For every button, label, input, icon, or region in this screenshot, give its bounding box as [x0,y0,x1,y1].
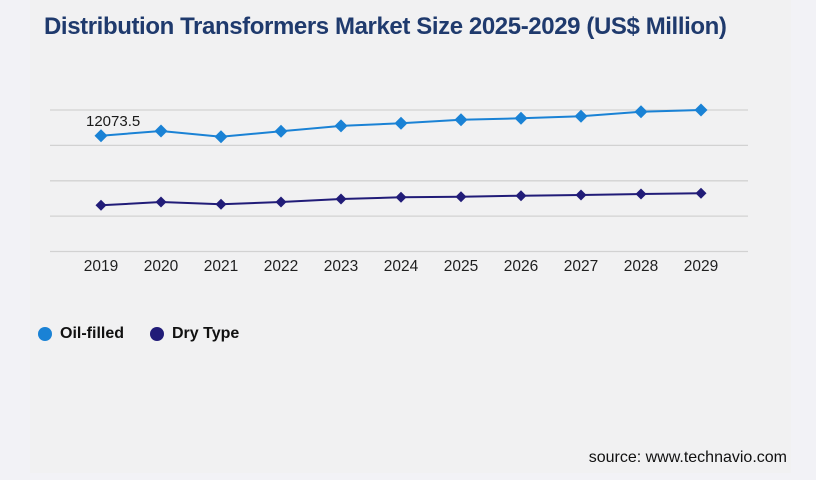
chart-legend: Oil-filled Dry Type [38,325,239,343]
data-point-dry-type-2027 [575,189,587,201]
legend-item-oil-filled: Oil-filled [38,325,124,343]
x-axis-label-2029: 2029 [684,258,718,275]
x-axis-label-2019: 2019 [84,258,118,275]
data-point-dry-type-2022 [275,196,287,208]
legend-label-oil-filled: Oil-filled [60,325,124,342]
data-point-dry-type-2029 [695,187,707,199]
x-axis-label-2022: 2022 [264,258,298,275]
data-point-oil-filled-2022 [274,124,288,138]
x-axis-label-2027: 2027 [564,258,598,275]
legend-marker-oil-filled-icon [38,327,52,341]
legend-marker-dry-type-icon [150,327,164,341]
data-point-dry-type-2026 [515,190,527,202]
data-point-oil-filled-2019 [94,129,108,143]
x-axis-label-2023: 2023 [324,258,358,275]
data-point-oil-filled-2029 [694,103,708,117]
data-point-dry-type-2021 [215,198,227,210]
legend-item-dry-type: Dry Type [150,325,239,343]
data-point-oil-filled-2026 [514,111,528,125]
x-axis-label-2026: 2026 [504,258,538,275]
data-point-oil-filled-2021 [214,130,228,144]
data-point-dry-type-2028 [635,188,647,200]
x-axis-label-2020: 2020 [144,258,179,275]
chart-title: Distribution Transformers Market Size 20… [44,13,727,40]
data-point-oil-filled-2028 [634,105,648,119]
chart-svg: 2019 2020 2021 2022 2023 2024 2025 2026 2027 2028… [50,103,748,275]
data-point-dry-type-2023 [335,193,347,205]
data-point-oil-filled-2025 [454,113,468,127]
data-point-dry-type-2019 [95,199,107,211]
data-point-oil-filled-2027 [574,109,588,123]
x-axis-label-2025: 2025 [444,258,478,275]
data-point-oil-filled-2020 [154,124,168,138]
data-point-dry-type-2025 [455,191,467,203]
data-label-oil-filled-2019: 12073.5 [86,113,140,130]
legend-label-dry-type: Dry Type [172,325,240,342]
data-point-dry-type-2024 [395,191,407,203]
chart-panel [30,0,791,473]
data-point-dry-type-2020 [155,196,167,208]
x-axis-label-2024: 2024 [384,258,419,275]
source-attribution: source: www.technavio.com [588,449,787,466]
x-axis-label-2021: 2021 [204,258,238,275]
x-axis-label-2028: 2028 [624,258,658,275]
data-point-oil-filled-2024 [394,116,408,130]
data-point-oil-filled-2023 [334,119,348,133]
